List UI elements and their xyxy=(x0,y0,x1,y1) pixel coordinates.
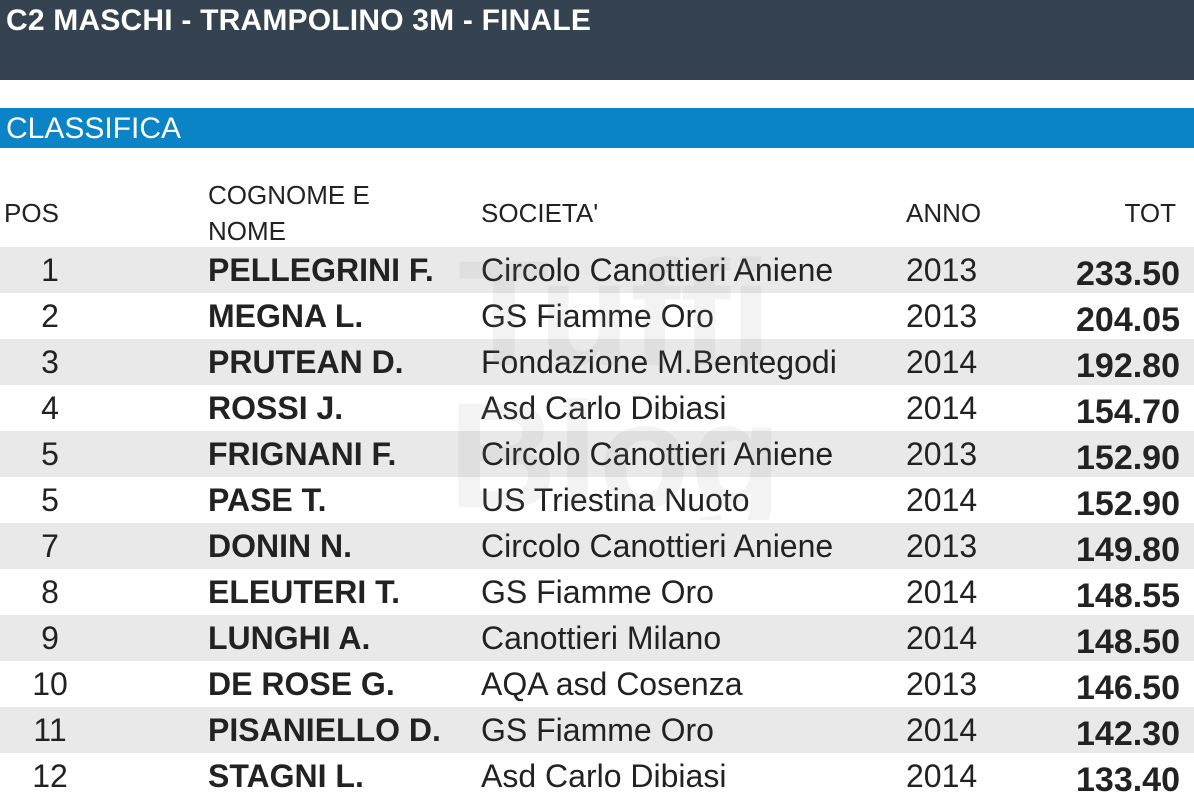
cell-pos: 11 xyxy=(33,712,67,748)
column-header-name: COGNOME E NOME xyxy=(208,180,370,246)
cell-anno: 2013 xyxy=(906,436,978,472)
cell-tot: 146.50 xyxy=(1076,669,1180,707)
cell-societa: Asd Carlo Dibiasi xyxy=(481,390,727,426)
cell-pos: 2 xyxy=(41,298,59,334)
table-row: 1 PELLEGRINI F. Circolo Canottieri Anien… xyxy=(0,247,1194,293)
table-row: 5 FRIGNANI F. Circolo Canottieri Aniene … xyxy=(0,431,1194,477)
table-row: 9 LUNGHI A. Canottieri Milano 2014 148.5… xyxy=(0,615,1194,661)
cell-tot: 192.80 xyxy=(1076,347,1180,385)
cell-pos: 5 xyxy=(41,482,59,518)
cell-pos: 8 xyxy=(41,574,59,610)
column-header-pos: POS xyxy=(4,198,59,228)
cell-anno: 2013 xyxy=(906,298,978,334)
cell-anno: 2013 xyxy=(906,528,978,564)
cell-name: ROSSI J. xyxy=(208,390,344,426)
cell-tot: 152.90 xyxy=(1076,439,1180,477)
cell-societa: GS Fiamme Oro xyxy=(481,712,714,748)
section-title: CLASSIFICA xyxy=(6,112,182,145)
cell-pos: 4 xyxy=(41,390,59,426)
cell-pos: 3 xyxy=(41,344,59,380)
cell-anno: 2014 xyxy=(906,344,978,380)
cell-societa: US Triestina Nuoto xyxy=(481,482,750,518)
cell-name: DONIN N. xyxy=(208,528,352,564)
cell-societa: Circolo Canottieri Aniene xyxy=(481,436,834,472)
cell-name: STAGNI L. xyxy=(208,758,364,794)
table-row: 5 PASE T. US Triestina Nuoto 2014 152.90 xyxy=(0,477,1194,523)
cell-tot: 204.05 xyxy=(1076,301,1180,339)
table-row: 11 PISANIELLO D. GS Fiamme Oro 2014 142.… xyxy=(0,707,1194,753)
cell-name: PASE T. xyxy=(208,482,327,518)
cell-name: LUNGHI A. xyxy=(208,620,371,656)
column-header-anno: ANNO xyxy=(906,198,982,228)
cell-pos: 1 xyxy=(41,252,59,288)
table-row: 7 DONIN N. Circolo Canottieri Aniene 201… xyxy=(0,523,1194,569)
cell-tot: 152.90 xyxy=(1076,485,1180,523)
cell-tot: 148.50 xyxy=(1076,623,1180,661)
cell-pos: 9 xyxy=(41,620,59,656)
cell-name: FRIGNANI F. xyxy=(208,436,397,472)
cell-pos: 10 xyxy=(32,666,68,702)
page-title: C2 MASCHI - TRAMPOLINO 3M - FINALE xyxy=(6,4,592,37)
cell-tot: 142.30 xyxy=(1076,715,1180,753)
cell-name: PELLEGRINI F. xyxy=(208,252,434,288)
cell-anno: 2014 xyxy=(906,712,978,748)
cell-anno: 2014 xyxy=(906,574,978,610)
table-row: 3 PRUTEAN D. Fondazione M.Bentegodi 2014… xyxy=(0,339,1194,385)
cell-anno: 2014 xyxy=(906,620,978,656)
cell-name: MEGNA L. xyxy=(208,298,364,334)
cell-anno: 2013 xyxy=(906,252,978,288)
header-bar: C2 MASCHI - TRAMPOLINO 3M - FINALE xyxy=(0,0,1194,80)
cell-tot: 148.55 xyxy=(1076,577,1180,615)
cell-societa: GS Fiamme Oro xyxy=(481,298,714,334)
cell-societa: AQA asd Cosenza xyxy=(481,666,743,702)
cell-name: DE ROSE G. xyxy=(208,666,395,702)
cell-tot: 233.50 xyxy=(1076,255,1180,293)
cell-pos: 12 xyxy=(32,758,68,794)
cell-pos: 5 xyxy=(41,436,59,472)
cell-tot: 133.40 xyxy=(1076,761,1180,799)
section-bar: CLASSIFICA xyxy=(0,108,1194,148)
cell-anno: 2013 xyxy=(906,666,978,702)
cell-name: ELEUTERI T. xyxy=(208,574,401,610)
results-table: 1 PELLEGRINI F. Circolo Canottieri Anien… xyxy=(0,247,1194,799)
cell-pos: 7 xyxy=(41,528,59,564)
cell-anno: 2014 xyxy=(906,482,978,518)
column-header-tot: TOT xyxy=(1124,198,1176,228)
cell-name: PISANIELLO D. xyxy=(208,712,441,748)
table-row: 10 DE ROSE G. AQA asd Cosenza 2013 146.5… xyxy=(0,661,1194,707)
cell-societa: Circolo Canottieri Aniene xyxy=(481,528,834,564)
cell-anno: 2014 xyxy=(906,758,978,794)
table-row: 12 STAGNI L. Asd Carlo Dibiasi 2014 133.… xyxy=(0,753,1194,799)
table-row: 8 ELEUTERI T. GS Fiamme Oro 2014 148.55 xyxy=(0,569,1194,615)
cell-societa: Asd Carlo Dibiasi xyxy=(481,758,727,794)
cell-societa: Circolo Canottieri Aniene xyxy=(481,252,834,288)
cell-societa: GS Fiamme Oro xyxy=(481,574,714,610)
cell-anno: 2014 xyxy=(906,390,978,426)
cell-societa: Fondazione M.Bentegodi xyxy=(481,344,837,380)
cell-tot: 154.70 xyxy=(1076,393,1180,431)
column-header-societa: SOCIETA' xyxy=(481,198,599,228)
cell-societa: Canottieri Milano xyxy=(481,620,722,656)
table-row: 4 ROSSI J. Asd Carlo Dibiasi 2014 154.70 xyxy=(0,385,1194,431)
cell-name: PRUTEAN D. xyxy=(208,344,404,380)
cell-tot: 149.80 xyxy=(1076,531,1180,569)
table-row: 2 MEGNA L. GS Fiamme Oro 2013 204.05 xyxy=(0,293,1194,339)
